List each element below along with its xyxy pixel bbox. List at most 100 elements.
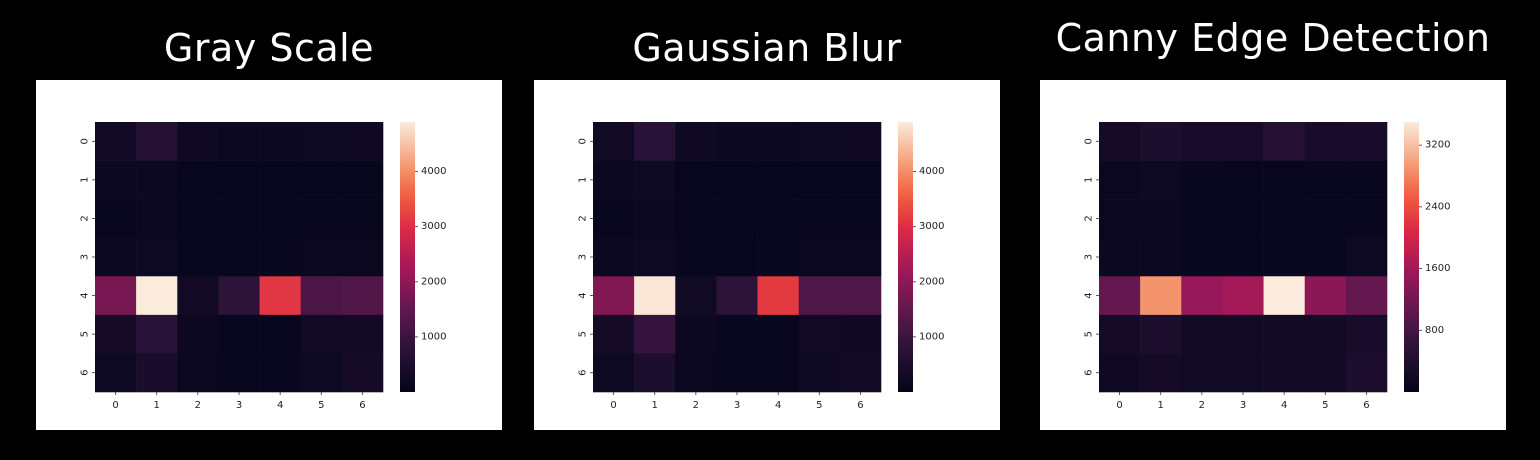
y-tick-label-0: 0 [80,138,91,144]
heatmap-cell-r1-c6 [1345,160,1388,200]
heatmap-cell-r2-c0 [593,199,635,239]
heatmap-cell-r4-c0 [593,276,635,316]
x-tick-label-5: 5 [1322,400,1328,411]
heatmap-cell-r4-c6 [341,276,384,316]
y-tick-label-6: 6 [80,370,91,376]
heatmap-cell-r2-c5 [798,199,841,239]
heatmap-cell-r0-c0 [593,122,635,161]
heatmap-cell-r1-c1 [634,160,676,200]
heatmap-cell-r5-c5 [798,314,841,354]
heatmap-cell-r1-c2 [675,160,717,200]
heatmap-cell-r3-c4 [757,237,800,277]
heatmap-figure-gaussian-blur: 0 1 2 3 4 5 6 0 1 2 3 4 5 6 1000 2000 3000 4000 [534,80,1000,430]
heatmap-cell-r3-c3 [1222,237,1264,277]
colorbar [400,122,415,392]
x-tick-label-2: 2 [1199,400,1205,411]
y-tick-label-2: 2 [1084,215,1095,221]
heatmap-cell-r1-c5 [798,160,841,200]
heatmap-cell-r5-c3 [218,314,260,354]
heatmap-cell-r2-c2 [177,199,219,239]
heatmap-cell-r0-c5 [1304,122,1347,161]
heatmap-cell-r4-c3 [716,276,758,316]
heatmap-cell-r4-c1 [1140,276,1182,316]
heatmap-cell-r2-c5 [300,199,343,239]
heatmap-cell-r2-c3 [1222,199,1264,239]
heatmap-cell-r5-c2 [675,314,717,354]
heatmap-cell-r3-c6 [839,237,882,277]
heatmap-cell-r5-c5 [300,314,343,354]
heatmap-cell-r6-c5 [1304,353,1347,393]
heatmap-cell-r1-c5 [300,160,343,200]
heatmap-cell-r5-c2 [177,314,219,354]
heatmap-cell-r6-c1 [1140,353,1182,393]
heatmap-cell-r3-c0 [1099,237,1141,277]
heatmap-cell-r3-c4 [1263,237,1306,277]
heatmap-cell-r4-c5 [1304,276,1347,316]
heatmap-cell-r6-c2 [675,353,717,393]
colorbar-tick-label-3: 4000 [421,166,446,177]
heatmap-cell-r2-c1 [136,199,178,239]
heatmap-cell-r3-c5 [798,237,841,277]
heatmap-cell-r5-c1 [634,314,676,354]
heatmap-cell-r3-c1 [634,237,676,277]
colorbar-tick-label-2: 3000 [421,221,446,232]
heatmap-cell-r6-c5 [300,353,343,393]
heatmap-cell-r0-c1 [136,122,178,161]
heatmap-cell-r4-c3 [218,276,260,316]
heatmap-cell-r2-c3 [716,199,758,239]
heatmap-cell-r4-c4 [259,276,302,316]
y-tick-label-5: 5 [1084,331,1095,337]
heatmap-cell-r5-c0 [95,314,137,354]
panel-title-gray-scale: Gray Scale [163,26,375,70]
heatmap-cell-r0-c6 [341,122,384,161]
x-tick-label-2: 2 [195,400,201,411]
heatmap-cell-r3-c5 [300,237,343,277]
heatmap-cell-r6-c6 [341,353,384,393]
heatmap-gray-scale: 0 1 2 3 4 5 6 0 1 2 3 4 5 6 1000 2000 3000 4000 [80,122,446,411]
heatmap-cell-r5-c2 [1181,314,1223,354]
heatmap-cell-r4-c0 [95,276,137,316]
x-tick-label-1: 1 [1158,400,1164,411]
heatmap-cell-r0-c4 [757,122,800,161]
heatmap-cell-r1-c5 [1304,160,1347,200]
heatmap-cell-r0-c2 [675,122,717,161]
heatmap-cell-r3-c1 [1140,237,1182,277]
y-tick-label-1: 1 [1084,177,1095,183]
heatmap-cell-r2-c3 [218,199,260,239]
heatmap-cell-r0-c3 [218,122,260,161]
colorbar-tick-label-2: 3000 [919,221,944,232]
heatmap-cell-r4-c5 [798,276,841,316]
heatmap-cell-r2-c0 [1099,199,1141,239]
y-tick-label-2: 2 [578,215,589,221]
colorbar-tick-label-3: 4000 [919,166,944,177]
heatmap-cell-r1-c0 [593,160,635,200]
x-tick-label-6: 6 [359,400,365,411]
x-tick-label-4: 4 [277,400,283,411]
colorbar-tick-label-0: 1000 [421,331,446,342]
heatmap-cell-r1-c0 [95,160,137,200]
heatmap-cell-r5-c4 [1263,314,1306,354]
heatmap-cell-r3-c2 [675,237,717,277]
heatmap-cell-r0-c2 [1181,122,1223,161]
colorbar [1404,122,1419,392]
heatmap-cell-r2-c2 [675,199,717,239]
heatmap-figure-gray-scale: 0 1 2 3 4 5 6 0 1 2 3 4 5 6 1000 2000 3000 4000 [36,80,502,430]
heatmap-cell-r4-c1 [634,276,676,316]
heatmap-cell-r6-c2 [1181,353,1223,393]
heatmap-cell-r2-c5 [1304,199,1347,239]
heatmap-cell-r3-c6 [1345,237,1388,277]
heatmap-cell-r3-c4 [259,237,302,277]
heatmap-cell-r3-c6 [341,237,384,277]
heatmap-cell-r0-c0 [95,122,137,161]
heatmap-cell-r6-c4 [757,353,800,393]
heatmap-cell-r4-c4 [1263,276,1306,316]
x-tick-label-6: 6 [857,400,863,411]
heatmap-cell-r1-c4 [757,160,800,200]
heatmap-cell-r3-c0 [593,237,635,277]
heatmap-cell-r4-c5 [300,276,343,316]
y-tick-label-4: 4 [578,292,589,298]
x-tick-label-4: 4 [1281,400,1287,411]
y-tick-label-0: 0 [1084,138,1095,144]
heatmap-cell-r5-c6 [839,314,882,354]
heatmap-cell-r1-c2 [177,160,219,200]
